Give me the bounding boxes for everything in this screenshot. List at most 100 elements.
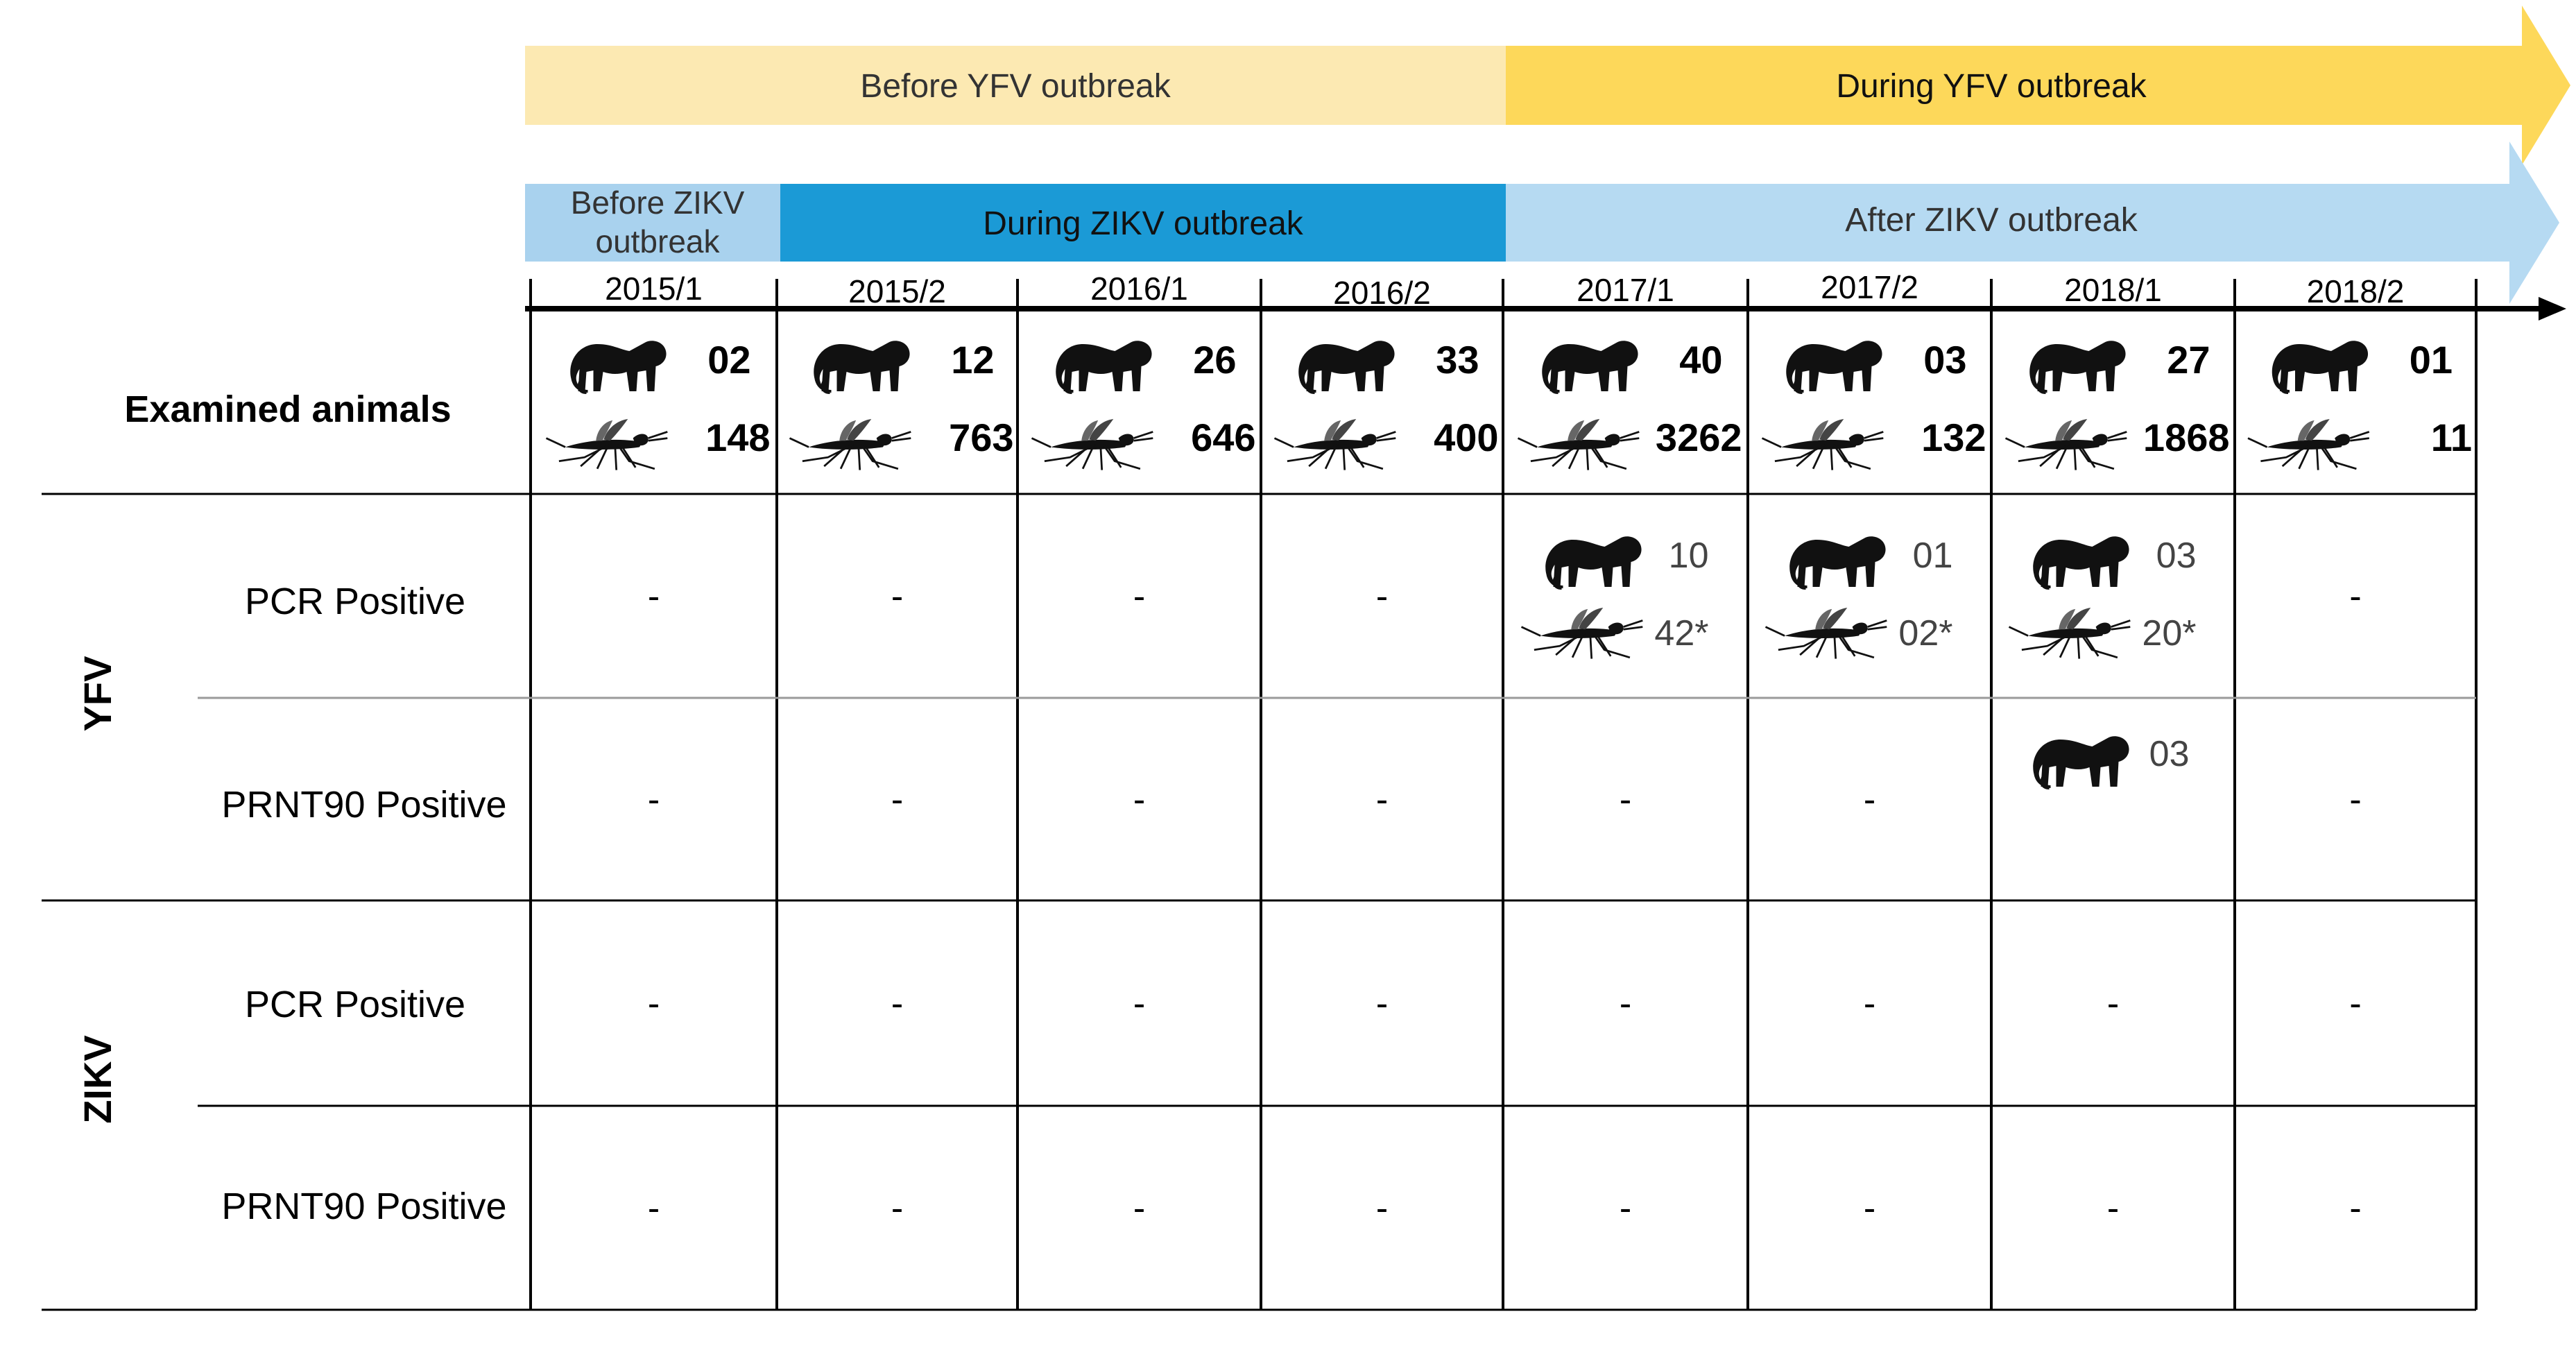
empty-dash: -	[1133, 576, 1145, 617]
yfv-during-arrow	[1506, 6, 2570, 165]
mosquito-icon	[1761, 418, 1884, 471]
mosquito-count: 400	[1434, 416, 1498, 459]
mosquito-icon	[2008, 606, 2131, 660]
empty-dash: -	[2107, 1188, 2119, 1229]
period-label: 2017/2	[1821, 269, 1918, 305]
mosquito-count: 11	[2431, 416, 2472, 459]
yfv-pcr-mosquito-count: 02*	[1898, 613, 1952, 653]
mosquito-count: 646	[1191, 416, 1255, 459]
monkey-icon	[2032, 535, 2131, 590]
monkey-icon	[2028, 339, 2127, 394]
empty-dash: -	[1864, 780, 1875, 820]
mosquito-count: 148	[705, 416, 770, 459]
empty-dash: -	[2349, 576, 2361, 617]
yfv-pcr-mosquito-count: 20*	[2142, 613, 2196, 653]
mosquito-icon	[1273, 418, 1397, 471]
mosquito-icon	[1764, 606, 1888, 660]
mosquito-icon	[1517, 418, 1640, 471]
monkey-icon	[1544, 535, 1643, 590]
zikv-pcr-label: PCR Positive	[245, 984, 465, 1025]
monkey-icon	[812, 339, 911, 394]
monkey-icon	[1297, 339, 1396, 394]
empty-dash: -	[1133, 984, 1145, 1024]
mosquito-icon	[1031, 418, 1154, 471]
mosquito-icon	[1520, 606, 1644, 660]
primate-count: 26	[1193, 338, 1236, 382]
monkey-icon	[1054, 339, 1153, 394]
monkey-icon	[1540, 339, 1640, 394]
monkey-icon	[2032, 735, 2131, 789]
yfv-pcr-primate-count: 01	[1913, 536, 1953, 576]
empty-dash: -	[1376, 984, 1388, 1024]
period-label: 2015/2	[848, 273, 946, 309]
yfv-timeline: Before YFV outbreak During YFV outbreak	[525, 6, 2570, 165]
zikv-before-band	[525, 184, 780, 262]
empty-dash: -	[2349, 780, 2361, 820]
axis-arrowhead	[2539, 297, 2566, 321]
empty-dash: -	[891, 984, 903, 1024]
primate-count: 40	[1679, 338, 1722, 382]
yfv-during-label: During YFV outbreak	[1836, 68, 2147, 105]
table-grid	[42, 279, 2478, 1311]
examined-animals-label: Examined animals	[124, 388, 451, 430]
time-axis	[525, 297, 2566, 321]
empty-dash: -	[1620, 780, 1631, 820]
mosquito-count: 1868	[2143, 416, 2230, 459]
period-label: 2017/1	[1577, 272, 1674, 308]
yfv-pcr-primate-count: 10	[1669, 536, 1709, 576]
primate-count: 03	[1923, 338, 1966, 382]
zikv-timeline: Before ZIKV outbreak During ZIKV outbrea…	[525, 142, 2559, 304]
zikv-during-band	[780, 184, 1506, 262]
mosquito-icon	[545, 418, 669, 471]
yfv-pcr-mosquito-count: 42*	[1654, 613, 1708, 653]
zikv-before-label-line2: outbreak	[595, 223, 720, 259]
empty-dash: -	[1864, 1188, 1875, 1229]
yfv-pcr-primate-count: 03	[2156, 536, 2197, 576]
mosquito-count: 3262	[1656, 416, 1742, 459]
empty-dash: -	[1133, 1188, 1145, 1229]
mosquito-icon	[2247, 418, 2371, 471]
yfv-prnt-label: PRNT90 Positive	[221, 784, 506, 826]
zikv-prnt-label: PRNT90 Positive	[221, 1186, 506, 1227]
yfv-prnt-primate-count: 03	[2149, 734, 2190, 774]
period-label: 2016/2	[1333, 275, 1431, 311]
empty-dash: -	[1133, 780, 1145, 820]
empty-dash: -	[1376, 1188, 1388, 1229]
empty-dash: -	[648, 576, 660, 617]
empty-dash: -	[2349, 984, 2361, 1024]
period-label: 2018/1	[2064, 272, 2162, 308]
period-label: 2015/1	[605, 271, 703, 307]
monkey-icon	[1785, 339, 1884, 394]
zikv-during-label: During ZIKV outbreak	[983, 205, 1304, 242]
empty-dash: -	[1620, 984, 1631, 1024]
empty-dash: -	[648, 1188, 660, 1229]
empty-dash: -	[2107, 984, 2119, 1024]
empty-dash: -	[1376, 780, 1388, 820]
empty-dash: -	[1376, 576, 1388, 617]
yfv-group-label: YFV	[76, 656, 119, 732]
empty-dash: -	[648, 780, 660, 820]
primate-count: 01	[2410, 338, 2453, 382]
empty-dash: -	[648, 984, 660, 1024]
yfv-pcr-label: PCR Positive	[245, 581, 465, 622]
monkey-icon	[2270, 339, 2370, 394]
mosquito-icon	[789, 418, 912, 471]
zikv-group-label: ZIKV	[76, 1035, 119, 1124]
empty-dash: -	[1620, 1188, 1631, 1229]
period-label: 2016/1	[1090, 271, 1188, 307]
primate-count: 33	[1436, 338, 1479, 382]
yfv-before-label: Before YFV outbreak	[860, 68, 1171, 105]
zikv-before-label-line1: Before ZIKV	[571, 185, 745, 221]
empty-dash: -	[891, 576, 903, 617]
empty-dash: -	[891, 1188, 903, 1229]
primate-count: 12	[951, 338, 994, 382]
primate-count: 27	[2167, 338, 2210, 382]
primate-count: 02	[707, 338, 750, 382]
zikv-after-arrow	[1506, 142, 2559, 304]
yfv-before-band	[525, 46, 1506, 125]
empty-dash: -	[891, 780, 903, 820]
monkey-icon	[1788, 535, 1887, 590]
table-cells: 02 12 26 33 40 03 27 01 148 763 646 400 3262 132 1868 1…	[545, 338, 2472, 1229]
